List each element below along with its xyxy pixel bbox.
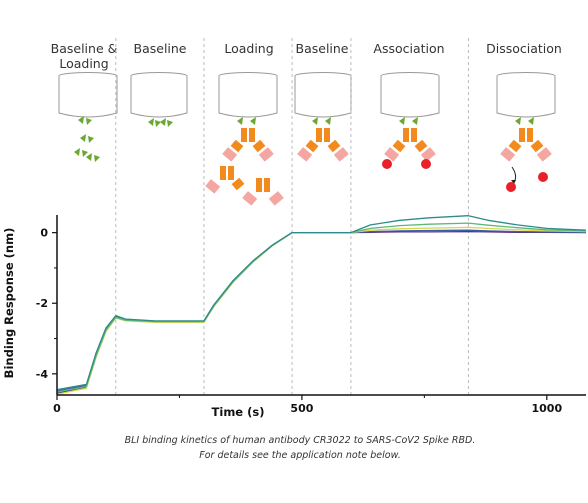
- y-axis-title: Binding Response (nm): [2, 228, 16, 379]
- series-line-3: [56, 226, 587, 395]
- sensor-tip-icon: [218, 72, 278, 118]
- x-axis-title: Time (s): [212, 405, 265, 419]
- step-3-label: Loading: [224, 41, 273, 56]
- rbd-red-icon: [506, 172, 548, 192]
- caption-line-2: For details see the application note bel…: [199, 450, 401, 461]
- sensorgram-series: [56, 215, 587, 395]
- x-tick-label-1: 0: [53, 402, 61, 415]
- sensor-tip-icon: [58, 72, 118, 118]
- sensor-tip-icon: [380, 72, 440, 118]
- series-line-1: [56, 215, 587, 391]
- antibody-free-icon: [205, 166, 245, 194]
- sensor-tip-icon: [294, 72, 352, 118]
- antigen-green-icon: [312, 117, 331, 125]
- x-tick-label-2: 500: [290, 402, 313, 415]
- antibody-bound-icon: [222, 128, 274, 162]
- x-ticks: 0 500 1000: [53, 395, 562, 415]
- step-5-label: Association: [373, 41, 444, 56]
- step-1-label-line2: Loading: [59, 56, 108, 71]
- antigen-green-icon: [74, 116, 100, 162]
- step-5-panel: Association: [373, 41, 445, 169]
- caption-line-1: BLI binding kinetics of human antibody C…: [125, 435, 476, 446]
- y-tick-label-2: -2: [36, 297, 48, 310]
- antigen-green-icon: [237, 117, 256, 125]
- step-2-label: Baseline: [134, 41, 187, 56]
- y-tick-label-3: -4: [36, 368, 49, 381]
- series-line-5: [56, 230, 587, 394]
- step-6-label: Dissociation: [486, 41, 562, 56]
- y-tick-label-1: 0: [40, 227, 48, 240]
- step-6-panel: Dissociation: [486, 41, 562, 192]
- sensor-tip-icon: [496, 72, 556, 118]
- step-4-panel: Baseline: [294, 41, 352, 162]
- antigen-green-icon: [148, 118, 173, 127]
- series-line-4: [56, 229, 587, 392]
- step-2-panel: Baseline: [130, 41, 188, 127]
- antigen-green-icon: [399, 117, 418, 125]
- x-tick-label-3: 1000: [532, 402, 563, 415]
- sensor-tip-icon: [130, 72, 188, 118]
- antibody-bound-icon: [500, 128, 552, 162]
- antigen-green-icon: [515, 117, 534, 125]
- release-arrow-icon: [511, 166, 517, 184]
- y-ticks: 0 -2 -4: [36, 227, 57, 381]
- step-1-label-line1: Baseline &: [51, 41, 118, 56]
- step-1-panel: Baseline & Loading: [51, 41, 118, 162]
- chart-axes: [56, 215, 586, 396]
- step-3-panel: Loading: [205, 41, 284, 206]
- step-illustrations: Baseline & Loading Baseline: [51, 41, 562, 206]
- bli-chart: 0 -2 -4 0 500 1000 Time (s) Binding Response…: [2, 38, 587, 419]
- series-line-2: [56, 222, 587, 393]
- antibody-bound-icon: [297, 128, 349, 162]
- rbd-red-icon: [382, 159, 431, 169]
- antibody-bound-icon: [384, 128, 436, 162]
- antibody-free-icon: [242, 178, 284, 206]
- step-4-label: Baseline: [296, 41, 349, 56]
